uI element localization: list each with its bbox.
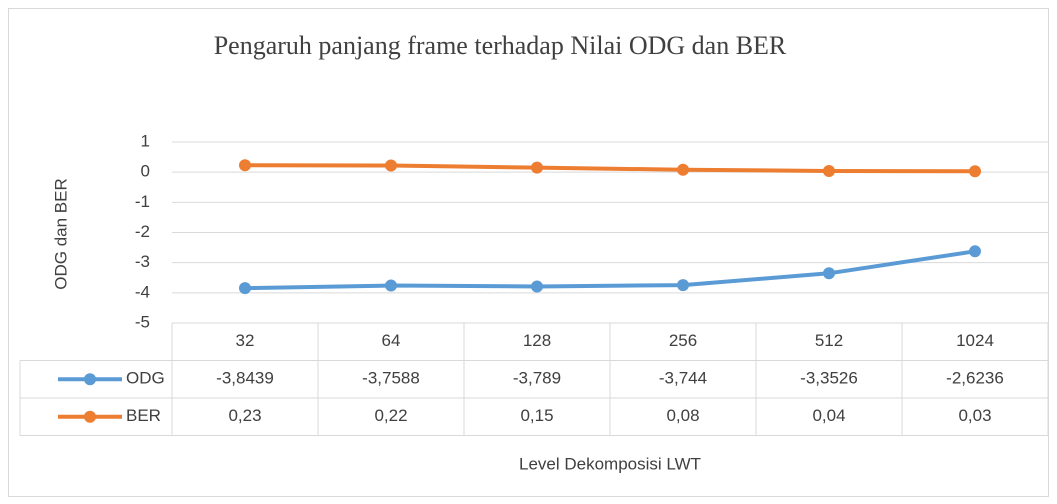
point: [531, 161, 543, 174]
series-line: [244, 249, 976, 291]
point: [823, 267, 835, 280]
x-tick-label: 64: [382, 331, 401, 350]
y-tick-label: -3: [135, 252, 150, 271]
point: [531, 280, 543, 293]
table-value: -3,789: [513, 369, 561, 388]
x-tick-label: 512: [815, 331, 843, 350]
point: [385, 279, 397, 292]
point: [677, 279, 689, 292]
point: [239, 159, 251, 172]
y-tick-label: -4: [135, 282, 150, 301]
y-axis-title: ODG dan BER: [51, 178, 70, 290]
x-axis-title: Level Dekomposisi LWT: [519, 454, 701, 473]
chart-frame: [8, 8, 1049, 497]
x-tick-label: 256: [669, 331, 697, 350]
y-tick-label: -5: [135, 312, 150, 331]
table-value: -3,7588: [362, 369, 420, 388]
table-value: 0,23: [228, 406, 261, 425]
legend-label: BER: [126, 406, 161, 425]
point: [823, 164, 835, 177]
x-tick-label: 128: [523, 331, 551, 350]
legend-marker: [84, 373, 96, 386]
table-value: 0,08: [666, 406, 699, 425]
legend-label: ODG: [126, 369, 165, 388]
table-value: -2,6236: [946, 369, 1004, 388]
legend-marker: [84, 410, 96, 423]
y-tick-label: -2: [135, 222, 150, 241]
table-value: -3,8439: [216, 369, 274, 388]
y-tick-label: -1: [135, 192, 150, 211]
table-value: 0,15: [520, 406, 553, 425]
point: [969, 245, 981, 258]
y-tick-label: 1: [141, 131, 150, 150]
table-value: 0,03: [958, 406, 991, 425]
table-value: 0,22: [374, 406, 407, 425]
point: [969, 165, 981, 178]
table-value: -3,744: [659, 369, 707, 388]
x-tick-label: 1024: [956, 331, 994, 350]
table-value: 0,04: [812, 406, 845, 425]
chart-title: Pengaruh panjang frame terhadap Nilai OD…: [214, 31, 787, 60]
y-tick-label: 0: [141, 162, 150, 181]
point: [677, 163, 689, 176]
point: [239, 282, 251, 295]
x-tick-label: 32: [236, 331, 255, 350]
point: [385, 159, 397, 172]
series-line: [244, 163, 976, 174]
table-value: -3,3526: [800, 369, 858, 388]
